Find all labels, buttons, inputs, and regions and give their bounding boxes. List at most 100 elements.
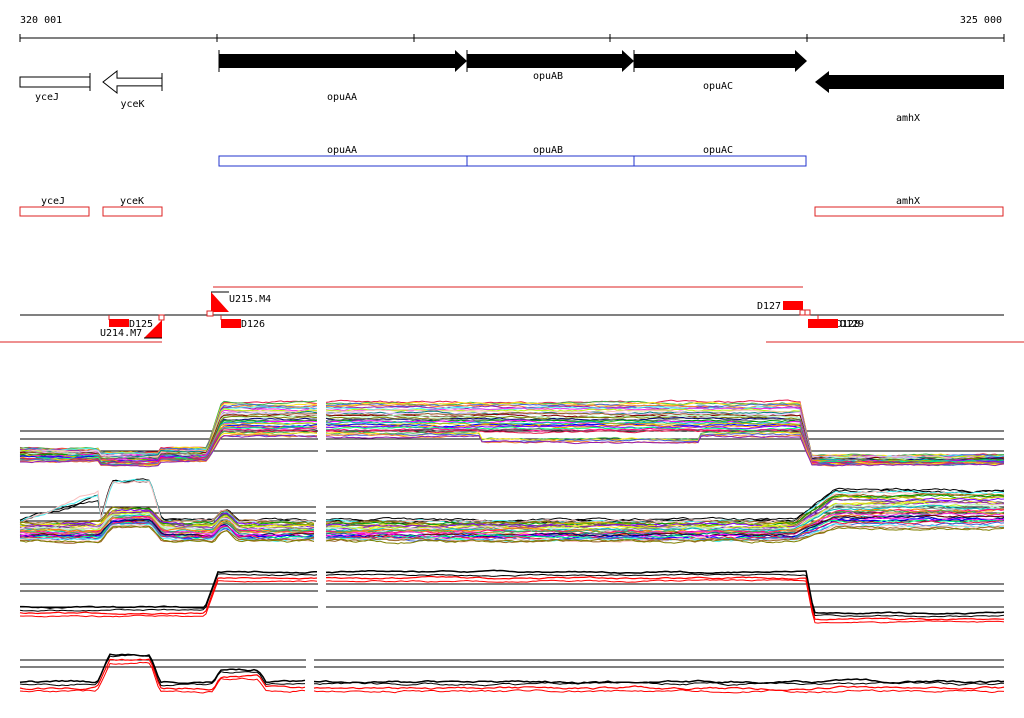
promoter-flag-icon <box>211 292 229 312</box>
expression-series-line <box>19 434 318 468</box>
gene-label-yceK: yceK <box>120 99 144 110</box>
gene-track: yceJ yceK opuAA opuAB opuAC amhX <box>19 50 1004 124</box>
terminator-block-icon <box>818 319 838 328</box>
expression-series-line <box>19 421 318 463</box>
expression-series-line <box>325 415 1005 462</box>
expression-series-line <box>325 422 1005 464</box>
gene-arrow-amhX[interactable] <box>815 71 1004 93</box>
gene-amhX[interactable]: amhX <box>815 71 1004 124</box>
expression-series-line <box>19 525 315 544</box>
feature-D129[interactable]: D129 <box>817 315 864 330</box>
promoter-marker-icon <box>158 314 165 321</box>
gene-arrow-opuAC[interactable] <box>634 50 807 72</box>
expression-series-line <box>19 573 318 612</box>
feature-label-D128: D128 <box>836 319 860 330</box>
expression-series-line <box>19 658 306 691</box>
gene-opuAB[interactable]: opuAB <box>466 50 634 82</box>
expression-panel-1 <box>19 399 1005 468</box>
expression-series-line <box>19 508 315 528</box>
operon-label-opuAB: opuAB <box>533 145 563 156</box>
expression-series-line <box>325 527 1005 545</box>
expression-series-line <box>19 653 306 685</box>
expression-series-line <box>326 524 1005 543</box>
tu-label-yceJ: yceJ <box>41 196 65 207</box>
terminator-block-icon <box>109 319 129 327</box>
promoter-marker-icon <box>206 310 214 317</box>
expression-series-line <box>19 506 314 525</box>
expression-series-line <box>20 570 317 609</box>
expression-series-line <box>19 406 318 455</box>
feature-U214.M7[interactable]: U214.M7 <box>100 314 165 339</box>
gene-opuAA[interactable]: opuAA <box>218 50 467 103</box>
expression-series-line <box>19 478 315 524</box>
expression-series-line <box>19 410 318 458</box>
expression-series-line <box>313 685 1005 692</box>
feature-D126[interactable]: D126 <box>220 315 265 330</box>
operon-label-opuAA: opuAA <box>327 145 357 156</box>
ruler-start-label: 320 001 <box>20 15 62 26</box>
expression-series-line <box>19 525 315 544</box>
gene-arrow-opuAB[interactable] <box>467 50 634 72</box>
expression-series-line <box>19 576 318 616</box>
feature-track: U215.M4 D125 U214.M7 D126 D127 <box>0 286 1024 343</box>
feature-label-U214.M7: U214.M7 <box>100 328 142 339</box>
operon-box-opuAC[interactable] <box>633 155 807 167</box>
expression-series-line <box>325 575 1004 621</box>
feature-label-U215.M4: U215.M4 <box>229 294 271 305</box>
expression-series-line <box>19 478 315 522</box>
gene-label-opuAB: opuAB <box>533 71 563 82</box>
expression-panel-2 <box>19 478 1005 545</box>
feature-label-D129: D129 <box>840 319 864 330</box>
expression-series-line <box>19 479 315 523</box>
gene-label-yceJ: yceJ <box>35 92 59 103</box>
operon-box-opuAA[interactable] <box>218 155 468 167</box>
expression-series-line <box>325 579 1005 624</box>
feature-label-D126: D126 <box>241 319 265 330</box>
expression-series-line <box>19 480 315 523</box>
expression-series-line <box>19 654 306 687</box>
expression-panels <box>19 399 1005 694</box>
tu-label-yceK: yceK <box>120 196 144 207</box>
operon-box-opuAB[interactable] <box>466 155 635 167</box>
operon-track: opuAA opuAB opuAC <box>218 145 807 167</box>
gene-arrow-yceJ[interactable] <box>19 76 91 88</box>
tu-box-yceK[interactable] <box>102 206 163 217</box>
expression-series-line <box>325 502 1005 532</box>
transcription-unit-track: yceJ yceK amhX <box>19 196 1004 217</box>
gene-opuAC[interactable]: opuAC <box>633 50 807 92</box>
expression-series-line <box>325 573 1005 618</box>
gene-arrow-opuAA[interactable] <box>219 50 467 72</box>
operon-label-opuAC: opuAC <box>703 145 733 156</box>
gene-yceJ[interactable]: yceJ <box>19 73 91 103</box>
gene-arrow-yceK[interactable] <box>102 69 163 95</box>
expression-series-line <box>313 678 1005 685</box>
tu-box-yceJ[interactable] <box>19 206 90 217</box>
expression-series-line <box>325 569 1005 615</box>
terminator-block-icon <box>221 319 241 328</box>
feature-D127[interactable]: D127 <box>757 301 806 316</box>
expression-panel-3 <box>19 569 1005 624</box>
feature-D125[interactable]: D125 <box>108 315 153 330</box>
expression-series-line <box>19 514 315 531</box>
expression-series-line <box>19 426 318 463</box>
expression-series-line <box>19 521 315 539</box>
gene-label-amhX: amhX <box>896 113 920 124</box>
expression-series-line <box>325 494 1005 527</box>
expression-series-line <box>325 487 1005 524</box>
ruler-end-label: 325 000 <box>960 15 1002 26</box>
expression-series-line <box>325 519 1005 540</box>
expression-series-line <box>325 414 1005 461</box>
terminator-block-icon <box>783 301 803 310</box>
promoter-flag-icon <box>144 320 162 338</box>
expression-series-line <box>326 405 1005 459</box>
expression-series-line <box>313 689 1005 694</box>
tu-label-amhX: amhX <box>896 196 920 207</box>
tu-box-amhX[interactable] <box>814 206 1004 217</box>
gene-yceK[interactable]: yceK <box>102 69 163 110</box>
feature-U215.M4[interactable]: U215.M4 <box>206 291 271 317</box>
expression-series-line <box>19 661 306 694</box>
expression-series-line <box>326 509 1005 535</box>
ruler-ticks <box>19 34 1005 42</box>
feature-label-D127: D127 <box>757 301 781 312</box>
